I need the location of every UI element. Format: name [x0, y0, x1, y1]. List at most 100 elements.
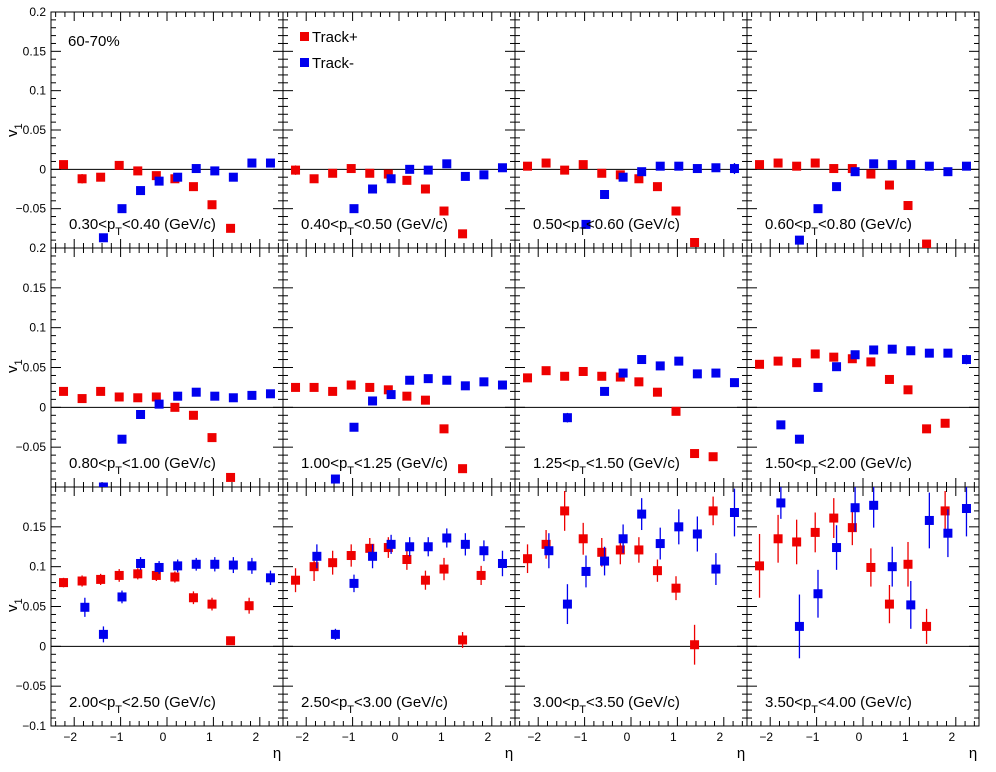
track-minus-point — [563, 251, 572, 260]
track-minus-point — [562, 413, 572, 423]
panel-2-2-x-tick-label: −2 — [527, 730, 541, 744]
panel-0-0-data — [59, 158, 275, 243]
track-minus-point — [655, 361, 665, 371]
row2-y-tick-label: 0.15 — [23, 520, 47, 534]
row0-y-axis-title: v1 — [4, 123, 25, 137]
track-minus-point — [758, 522, 767, 531]
track-minus-point — [247, 390, 257, 400]
track-minus-point — [228, 393, 238, 403]
track-plus-point — [634, 545, 644, 555]
centrality-label: 60-70% — [68, 33, 120, 50]
track-minus-point — [312, 522, 321, 531]
track-plus-point — [523, 161, 533, 171]
track-minus-point — [442, 533, 452, 543]
track-minus-point — [600, 386, 610, 396]
track-plus-point — [151, 570, 161, 580]
track-minus-point — [674, 356, 684, 366]
track-minus-point — [850, 167, 860, 177]
track-plus-point — [245, 522, 254, 531]
track-plus-point — [755, 160, 765, 170]
track-minus-point — [869, 159, 879, 169]
track-minus-point — [674, 522, 684, 532]
panel-2-3-x-tick-label: −2 — [759, 730, 773, 744]
track-plus-point — [328, 558, 338, 568]
track-minus-point — [943, 528, 953, 538]
track-minus-point — [674, 161, 684, 171]
row0-y-tick-label: 0.15 — [23, 44, 47, 58]
track-plus-point — [458, 229, 468, 239]
panel-2-2-x-axis-title: η — [737, 745, 745, 762]
track-plus-point — [884, 599, 894, 609]
track-minus-point — [692, 529, 702, 539]
track-minus-point — [442, 375, 452, 385]
track-minus-point — [692, 369, 702, 379]
track-minus-point — [887, 160, 897, 170]
track-minus-point — [191, 164, 201, 174]
track-plus-point — [114, 392, 124, 402]
track-plus-point — [114, 570, 124, 580]
panel-2-0-data — [59, 557, 275, 646]
track-minus-point — [758, 283, 767, 292]
legend-marker-track-plus — [300, 32, 309, 41]
axes-layer — [50, 11, 980, 727]
track-plus-point — [439, 424, 449, 434]
track-plus-point — [328, 386, 338, 396]
track-plus-point — [866, 357, 876, 367]
track-plus-point — [114, 160, 124, 170]
legend-label-track-minus: Track- — [312, 55, 354, 72]
track-plus-point — [755, 561, 765, 571]
track-plus-point — [773, 158, 783, 168]
track-plus-point — [477, 291, 486, 300]
track-minus-point — [850, 503, 860, 513]
track-minus-point — [600, 190, 610, 200]
row2-y-tick-label: −0.05 — [16, 679, 47, 693]
track-minus-point — [154, 562, 164, 572]
track-plus-point — [829, 513, 839, 523]
track-minus-point — [228, 172, 238, 182]
track-minus-point — [210, 391, 220, 401]
track-minus-point — [637, 355, 647, 365]
track-minus-point — [247, 158, 257, 168]
track-plus-point — [615, 545, 625, 555]
track-minus-point — [173, 391, 183, 401]
track-plus-point — [578, 160, 588, 170]
track-plus-point — [578, 366, 588, 376]
track-minus-point — [405, 542, 415, 552]
track-minus-point — [173, 561, 183, 571]
track-plus-point — [365, 168, 375, 178]
track-plus-point — [96, 172, 106, 182]
track-plus-point — [477, 522, 486, 531]
track-minus-point — [423, 374, 433, 384]
track-plus-point — [420, 575, 430, 585]
panel-2-3-data — [755, 487, 971, 659]
track-plus-point — [170, 402, 180, 412]
track-minus-point — [729, 164, 739, 174]
track-plus-point — [792, 161, 802, 171]
track-plus-point — [690, 449, 700, 459]
panel-2-0-x-tick-label: 2 — [252, 730, 259, 744]
track-minus-point — [943, 348, 953, 358]
track-minus-point — [330, 474, 340, 484]
track-minus-point — [794, 235, 804, 245]
track-minus-point — [98, 233, 108, 243]
row2-y-tick-label: 0.05 — [23, 600, 47, 614]
panel-2-1-data — [291, 528, 507, 770]
track-minus-point — [497, 380, 507, 390]
track-plus-point — [903, 385, 913, 395]
track-plus-point — [903, 559, 913, 569]
track-plus-point — [151, 171, 161, 181]
track-minus-point — [294, 761, 303, 770]
track-minus-point — [154, 399, 164, 409]
track-plus-point — [346, 551, 356, 561]
track-minus-point — [526, 299, 535, 308]
panel-1-3-bin-label: 1.50<pT<2.00 (GeV/c) — [765, 455, 912, 477]
track-minus-point — [729, 507, 739, 517]
panel-2-2-data — [523, 488, 739, 665]
track-plus-point — [309, 382, 319, 392]
text-layer: 0.30<pT<0.40 (GeV/c) −0.05 0 0.05 0.1 0.15 0.2… — [4, 5, 977, 762]
track-minus-point — [497, 163, 507, 173]
row1-y-tick-label: 0.1 — [29, 321, 46, 335]
track-minus-point — [497, 558, 507, 568]
track-minus-point — [618, 534, 628, 544]
panel-2-1-x-axis-title: η — [505, 745, 513, 762]
